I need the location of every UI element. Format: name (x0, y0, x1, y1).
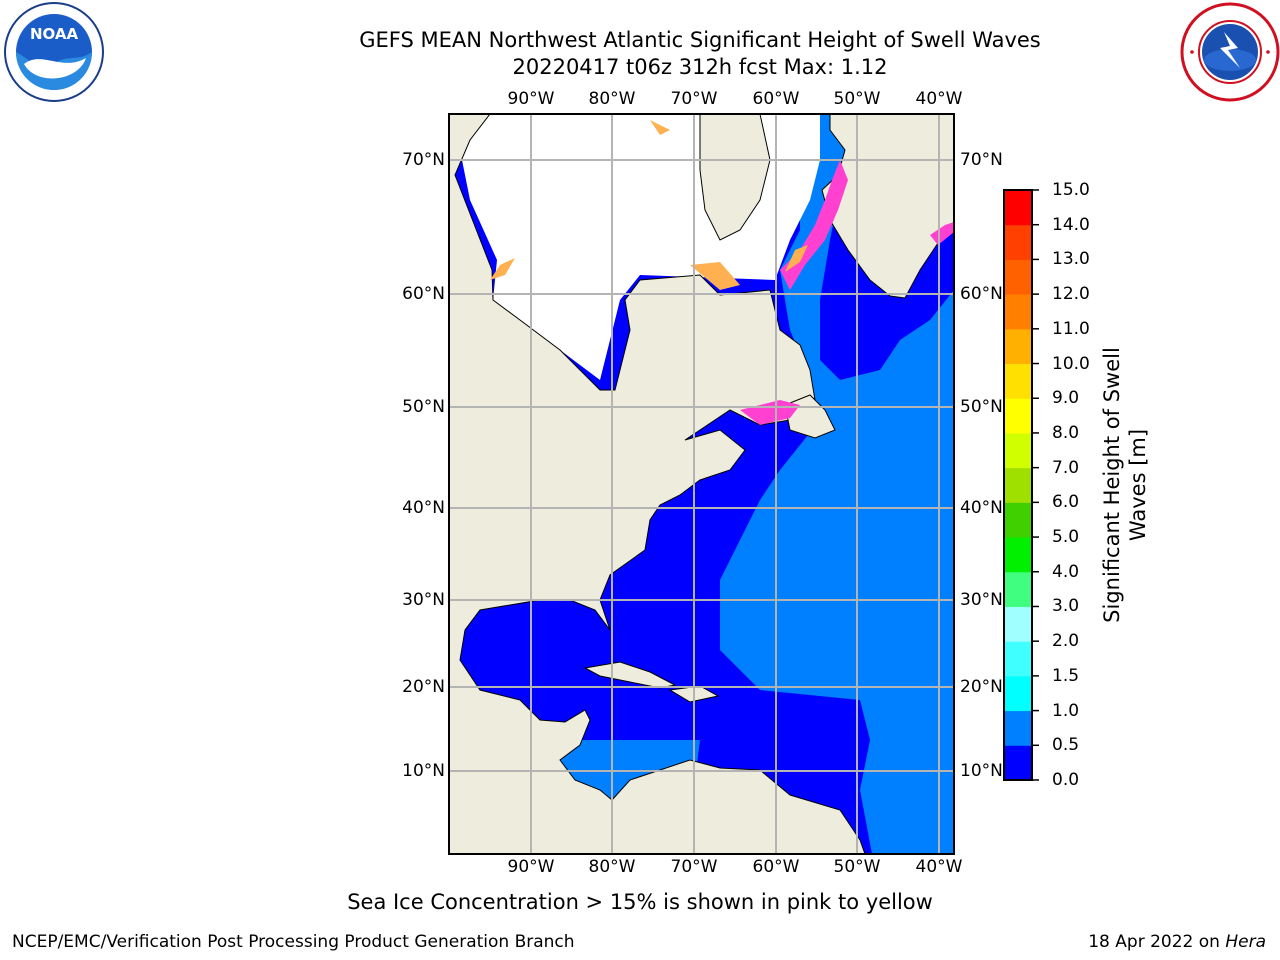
land-north-america (449, 114, 816, 854)
lon-label-bottom: 70°W (670, 857, 718, 877)
colorbar-segment (1004, 641, 1032, 677)
sea-ice-edge-orange (785, 245, 808, 272)
colorbar-segment (1004, 537, 1032, 573)
lat-label-left: 40°N (402, 498, 445, 518)
noaa-logo-icon: NOAA (4, 2, 104, 102)
colorbar-segment (1004, 294, 1032, 330)
colorbar-frame (1003, 189, 1033, 781)
lon-label-bottom: 50°W (833, 857, 881, 877)
lat-label-right: 70°N (960, 150, 1003, 170)
colorbar-tick-label: 4.0 (1052, 561, 1080, 582)
lat-label-left: 10°N (402, 761, 445, 781)
lon-label-top: 80°W (588, 89, 636, 109)
lon-label-top: 60°W (752, 89, 800, 109)
colorbar-tick-label: 1.5 (1052, 665, 1080, 686)
colorbar-tick-label: 8.0 (1052, 422, 1080, 443)
colorbar-segment (1004, 675, 1032, 712)
colorbar-tick-label: 10.0 (1052, 353, 1090, 374)
lat-label-right: 10°N (960, 761, 1003, 781)
lon-label-top: 40°W (915, 89, 963, 109)
colorbar-tick-label: 14.0 (1052, 214, 1090, 235)
colorbar-segment (1004, 432, 1032, 469)
colorbar-segment (1004, 467, 1032, 503)
colorbar-segment (1004, 502, 1032, 538)
sea-ice-edge-pink-greenland (930, 222, 954, 245)
map-subtitle: 20220417 t06z 312h fcst Max: 1.12 (512, 55, 888, 79)
noaa-logo-text: NOAA (30, 25, 79, 43)
colorbar-segment (1004, 328, 1032, 365)
colorbar-tick-label: 6.0 (1052, 492, 1080, 513)
sea-ice-note: Sea Ice Concentration > 15% is shown in … (347, 890, 933, 914)
footer-machine: Hera (1225, 932, 1266, 952)
lat-label-left: 50°N (402, 397, 445, 417)
lat-label-left: 20°N (402, 677, 445, 697)
lon-label-top: 50°W (833, 89, 881, 109)
land-baffin-island (699, 114, 771, 241)
national-weather-service-logo-icon (1180, 2, 1280, 102)
colorbar-segment (1004, 190, 1032, 226)
colorbar-tick-label: 9.0 (1052, 388, 1080, 409)
footer-credit: NCEP/EMC/Verification Post Processing Pr… (12, 932, 575, 952)
lat-label-left: 60°N (402, 284, 445, 304)
footer-date: 18 Apr 2022 on Hera (1088, 932, 1266, 952)
lat-label-right: 60°N (960, 284, 1003, 304)
lat-label-left: 30°N (402, 590, 445, 610)
lon-label-top: 70°W (670, 89, 718, 109)
lon-label-bottom: 90°W (507, 857, 555, 877)
colorbar-tick-label: 0.5 (1052, 735, 1080, 756)
lon-label-top: 90°W (507, 89, 555, 109)
lat-label-right: 30°N (960, 590, 1003, 610)
colorbar-label: Significant Height of Swell Waves [m] (1100, 347, 1150, 623)
lon-label-bottom: 60°W (752, 857, 800, 877)
colorbar-tick-label: 5.0 (1052, 527, 1080, 548)
lon-label-bottom: 80°W (588, 857, 636, 877)
colorbar-segment (1004, 710, 1032, 746)
colorbar-tick-label: 12.0 (1052, 284, 1090, 305)
colorbar-tick-label: 11.0 (1052, 318, 1090, 339)
lat-label-right: 20°N (960, 677, 1003, 697)
colorbar-tick-label: 13.0 (1052, 249, 1090, 270)
colorbar-segment (1004, 398, 1032, 434)
colorbar-tick-label: 2.0 (1052, 631, 1080, 652)
lon-label-bottom: 40°W (915, 857, 963, 877)
lat-label-right: 50°N (960, 397, 1003, 417)
colorbar-tick-label: 1.0 (1052, 700, 1080, 721)
map-title: GEFS MEAN Northwest Atlantic Significant… (359, 28, 1041, 52)
colorbar-segment (1004, 745, 1032, 781)
colorbar-segment (1004, 259, 1032, 295)
colorbar-segment (1004, 363, 1032, 399)
lat-label-left: 70°N (402, 150, 445, 170)
lat-label-right: 40°N (960, 498, 1003, 518)
colorbar-tick-label: 7.0 (1052, 457, 1080, 478)
colorbar-segment (1004, 606, 1032, 642)
colorbar (1003, 189, 1039, 781)
sea-ice-edge-arctic (490, 120, 740, 290)
graticule (449, 114, 954, 854)
footer-date-text: 18 Apr 2022 on (1088, 932, 1220, 952)
colorbar-segment (1004, 224, 1032, 260)
colorbar-tick-label: 3.0 (1052, 596, 1080, 617)
map-frame (448, 113, 955, 855)
colorbar-segment (1004, 571, 1032, 607)
colorbar-tick-label: 0.0 (1052, 770, 1080, 790)
colorbar-tick-label: 15.0 (1052, 180, 1090, 200)
